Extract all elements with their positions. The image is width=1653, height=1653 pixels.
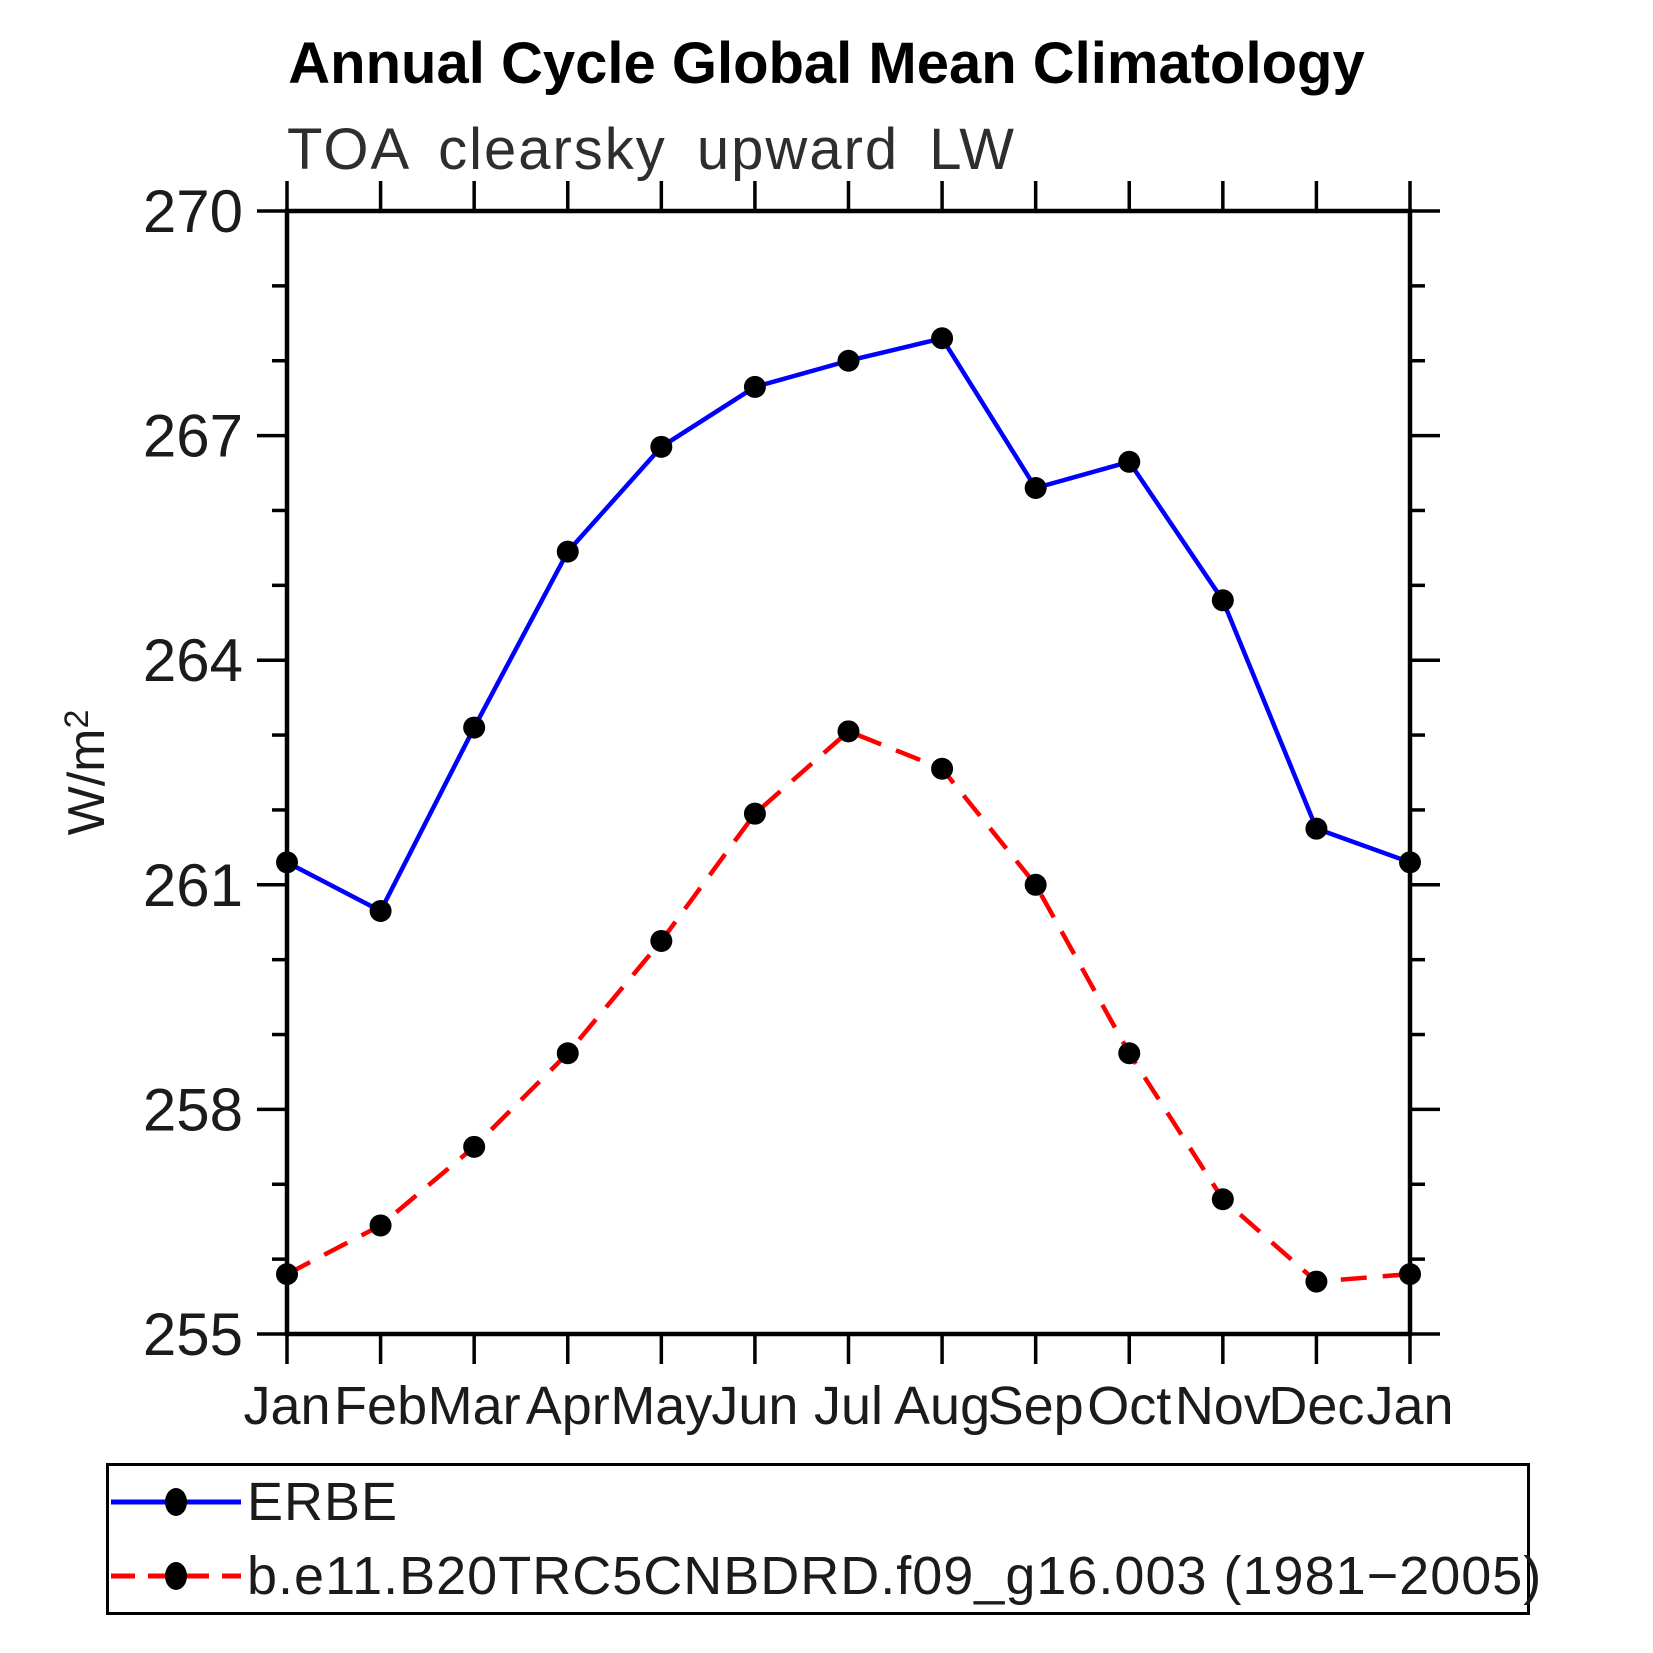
y-tick-label: 255 [143,1301,243,1368]
x-tick-label: Jan [243,1376,330,1436]
x-tick-label: Aug [894,1376,990,1436]
data-point-marker [1399,1263,1421,1286]
x-tick-label: Jan [1366,1376,1453,1436]
x-tick-label: May [610,1376,712,1436]
data-point-marker [1399,851,1421,874]
data-point-marker [837,720,860,743]
x-tick-label: Feb [334,1376,427,1436]
y-axis-title: W/m2 [58,710,116,836]
data-point-marker [1305,1270,1328,1293]
data-point-marker [369,900,392,923]
data-point-marker [369,1214,392,1237]
series-line-1 [285,729,1411,1284]
data-point-marker [1118,1042,1141,1065]
legend-item-model: b.e11.B20TRC5CNBDRD.f09_g16.003 (1981−20… [109,1545,1541,1607]
data-point-marker [556,540,579,563]
data-point-marker [276,1263,298,1286]
legend-label-model: b.e11.B20TRC5CNBDRD.f09_g16.003 (1981−20… [247,1546,1543,1606]
y-tick-label: 270 [143,178,243,245]
data-point-marker [837,349,860,372]
y-tick-label: 267 [143,403,243,470]
x-tick-label: Apr [526,1376,610,1436]
y-tick-label: 264 [143,627,243,694]
series-line-0 [285,336,1411,914]
legend-label-erbe: ERBE [247,1472,399,1532]
data-point-marker [743,375,766,398]
chart-title: Annual Cycle Global Mean Climatology [288,31,1365,96]
data-point-marker [463,716,486,739]
model-line-sample-icon [111,1562,241,1590]
chart-legend: ERBE b.e11.B20TRC5CNBDRD.f09_g16.003 (19… [106,1463,1541,1615]
legend-item-erbe: ERBE [109,1471,1527,1533]
x-tick-label: Oct [1087,1376,1171,1436]
chart-subtitle: TOA clearsky upward LW [287,117,1016,182]
x-tick-label: Sep [988,1376,1084,1436]
data-point-marker [743,802,766,825]
x-tick-label: Mar [428,1376,521,1436]
data-point-marker [1211,1188,1234,1211]
x-tick-label: Nov [1175,1376,1271,1436]
data-point-marker [650,435,673,458]
x-tick-label: Jun [711,1376,798,1436]
x-tick-label: Dec [1268,1376,1364,1436]
data-point-marker [1118,450,1141,473]
data-point-marker [1024,477,1047,500]
x-tick-label: Jul [814,1376,883,1436]
data-point-marker [931,757,954,780]
y-tick-label: 261 [143,852,243,919]
data-point-marker [556,1042,579,1065]
y-tick-label: 258 [143,1076,243,1143]
data-point-marker [1024,873,1047,896]
data-point-marker [276,851,298,874]
data-point-marker [1211,589,1234,612]
plot-frame [284,208,1413,1337]
data-point-marker [463,1135,486,1158]
data-point-marker [650,929,673,952]
data-point-marker [931,327,954,350]
erbe-line-sample-icon [111,1488,241,1516]
data-point-marker [1305,817,1328,840]
